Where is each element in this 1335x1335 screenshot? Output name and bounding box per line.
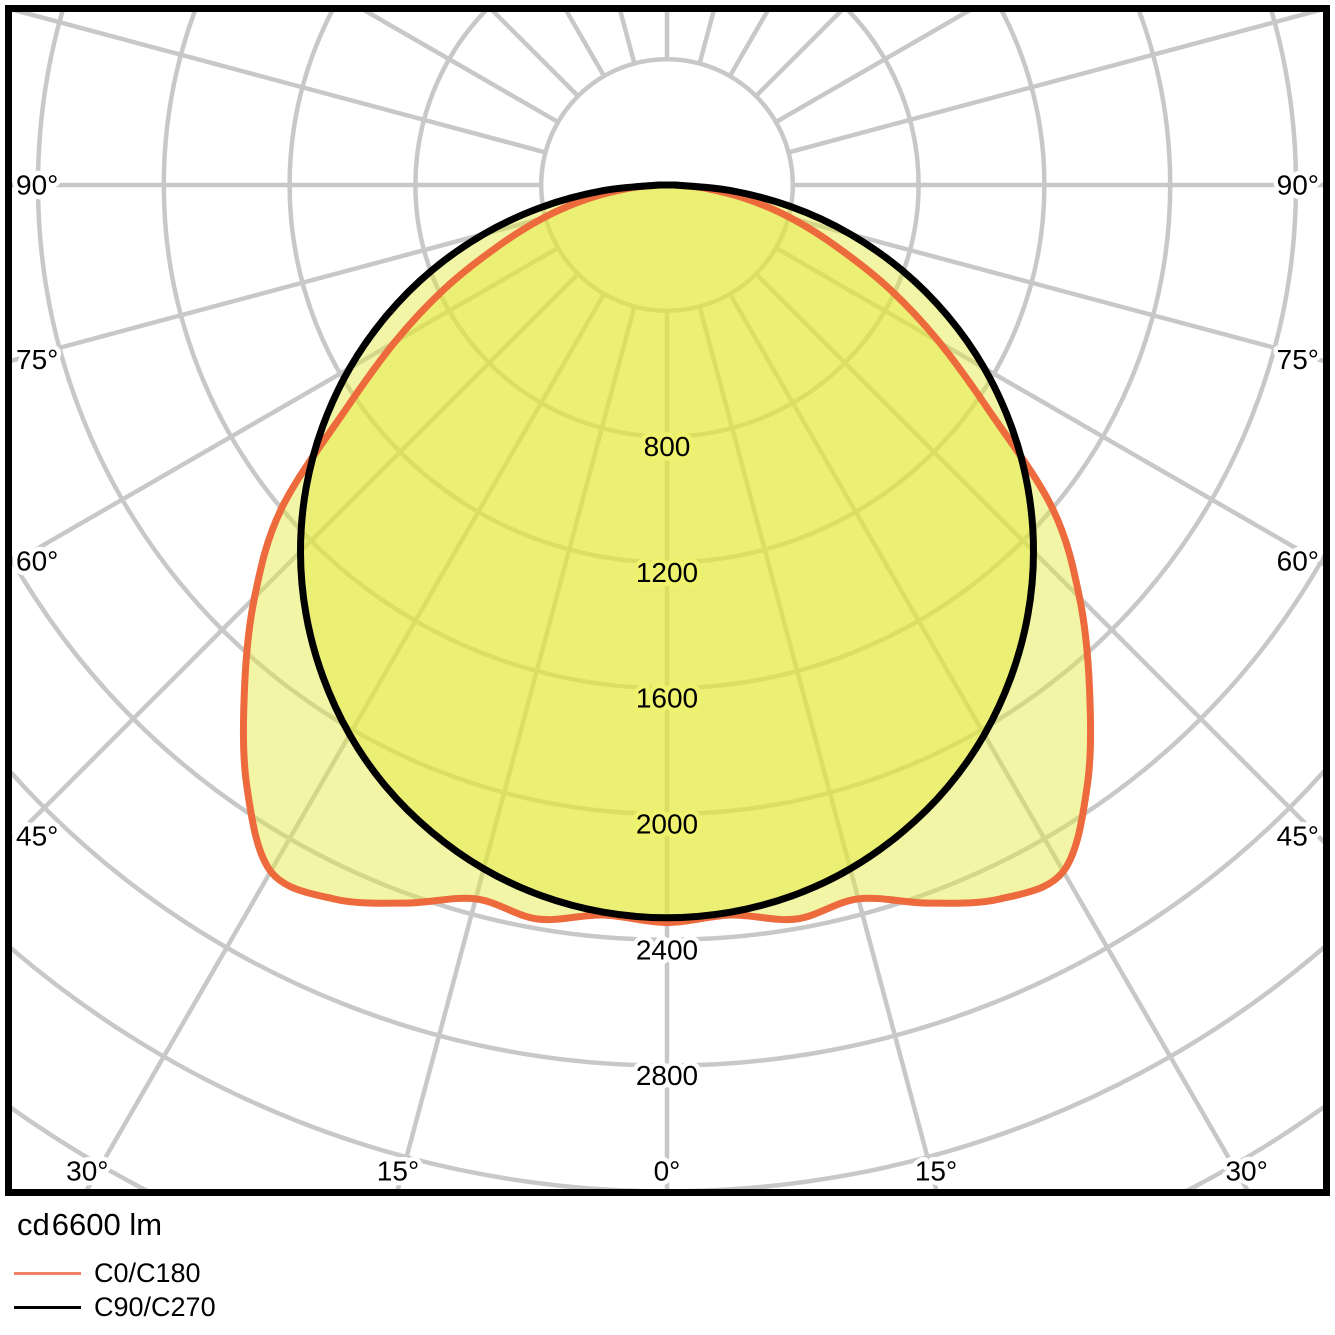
grid-spoke-15 [697, 305, 939, 1189]
angle-label-left-90: 90° [16, 170, 58, 201]
grid-spoke-120 [774, 12, 972, 125]
grid-spoke-240 [362, 12, 560, 125]
radial-tick-label-2000: 2000 [636, 809, 698, 840]
curve-strokes [239, 181, 1095, 926]
grid-spoke-105 [787, 12, 1322, 155]
angle-label-bottom-right-15: 15° [915, 1156, 957, 1187]
curve-fill-c90-c270 [300, 185, 1034, 918]
angle-label-right-45: 45° [1277, 821, 1319, 852]
legend: C0/C180 C90/C270 [14, 1256, 216, 1324]
grid-spoke-330 [84, 292, 607, 1189]
grid-spoke-60 [774, 245, 1323, 567]
angle-label-left-60: 60° [16, 545, 58, 576]
grid-spoke-315 [12, 272, 580, 844]
legend-swatch-0 [14, 1271, 81, 1275]
legend-row-c90: C90/C270 [14, 1290, 216, 1324]
radial-tick-label-1600: 1600 [636, 683, 698, 714]
angle-label-bottom-left-30: 30° [66, 1156, 108, 1187]
angle-label-left-45: 45° [16, 821, 58, 852]
curve-fills [243, 185, 1091, 923]
chart-title: cd 6600 lm [17, 1207, 162, 1243]
grid-spoke-45 [754, 272, 1323, 845]
legend-row-c0: C0/C180 [14, 1256, 216, 1290]
curve-c0-c180 [239, 181, 1095, 926]
grid-spoke-300 [12, 245, 560, 566]
grid-spoke-285 [12, 215, 547, 363]
legend-label-c90: C90/C270 [94, 1291, 216, 1322]
curve-fill-c0-c180 [243, 185, 1091, 923]
radial-tick-label-1200: 1200 [636, 557, 698, 588]
grid-spoke-255 [12, 12, 547, 155]
plot-border [5, 5, 1330, 1196]
radial-tick-label-2800: 2800 [636, 1060, 698, 1091]
angle-label-right-90: 90° [1277, 170, 1319, 201]
legend-swatch-1 [14, 1305, 81, 1309]
grid-spoke-345 [395, 305, 637, 1189]
angle-label-bottom-left-0: 0° [654, 1156, 681, 1187]
grid-spoke-75 [787, 215, 1323, 364]
angle-label-right-75: 75° [1277, 344, 1319, 375]
radial-tick-label-800: 800 [644, 431, 691, 462]
angle-label-right-60: 60° [1277, 545, 1319, 576]
angle-label-left-75: 75° [16, 344, 58, 375]
legend-label-c0: C0/C180 [94, 1257, 201, 1288]
radial-tick-label-2400: 2400 [636, 934, 698, 965]
angle-label-bottom-left-15: 15° [377, 1156, 419, 1187]
luminous-flux-label: 6600 lm [51, 1207, 163, 1242]
angle-label-bottom-right-30: 30° [1225, 1156, 1267, 1187]
grid-spoke-30 [727, 292, 1250, 1189]
radial-unit-label: cd [17, 1207, 50, 1242]
curve-c90-c270 [297, 181, 1037, 922]
